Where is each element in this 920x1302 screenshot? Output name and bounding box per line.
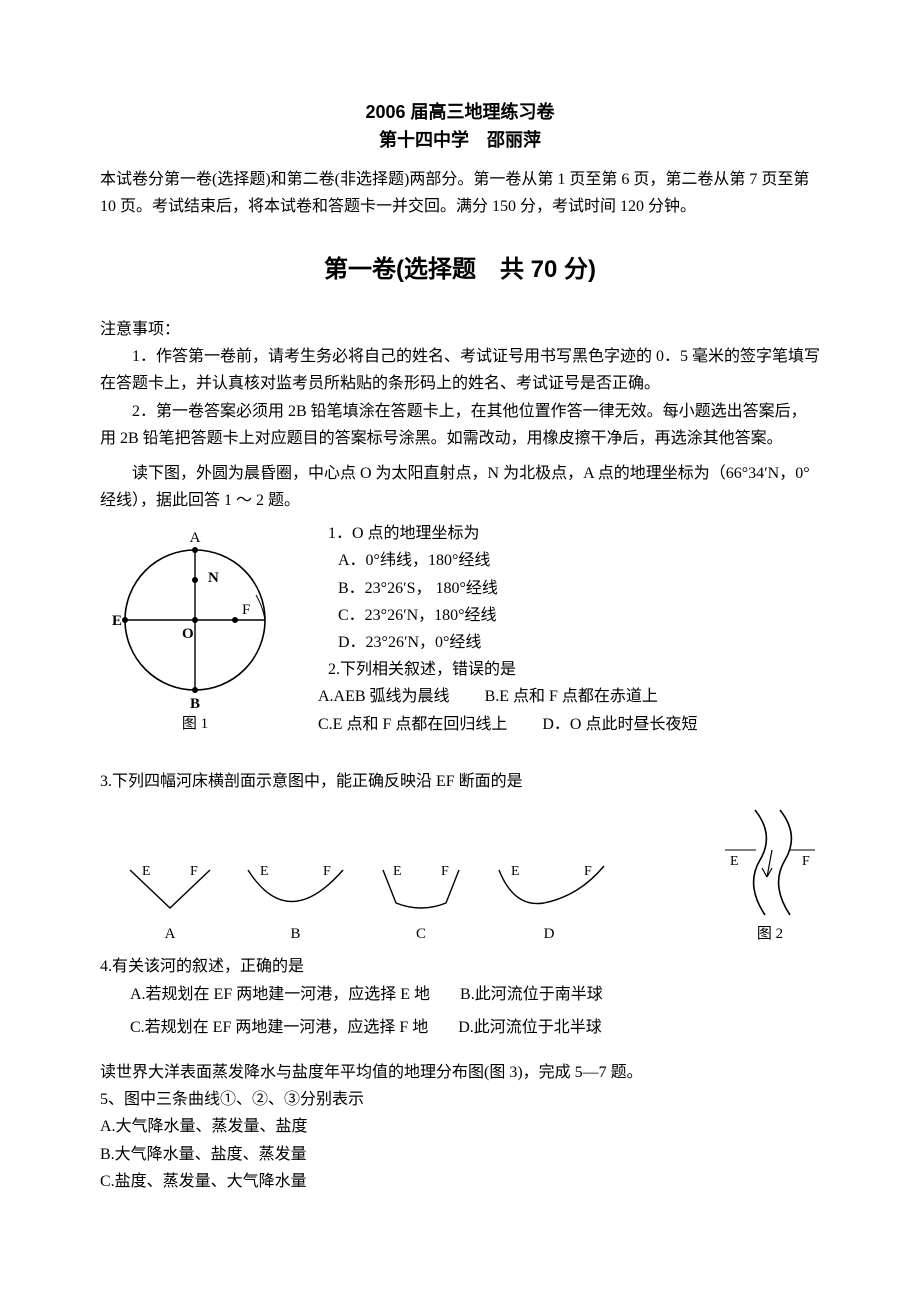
q4-stem: 4.有关该河的叙述，正确的是 <box>100 953 820 980</box>
q3-opt-b: B <box>238 922 353 948</box>
svg-text:F: F <box>242 602 250 618</box>
notes-item-2: 2．第一卷答案必须用 2B 铅笔填涂在答题卡上，在其他位置作答一律无效。每小题选… <box>100 398 820 452</box>
q5-opt-c: C.盐度、蒸发量、大气降水量 <box>100 1168 820 1195</box>
q1-opt-c: C．23°26′N，180°经线 <box>338 602 820 629</box>
figure-1-svg: A N E O F B <box>100 520 290 710</box>
svg-text:A: A <box>190 530 201 546</box>
figure-1-label: 图 1 <box>100 712 290 738</box>
q1-2-intro: 读下图，外圆为晨昏圈，中心点 O 为太阳直射点，N 为北极点，A 点的地理坐标为… <box>100 460 820 514</box>
q2-stem: 2.下列相关叙述，错误的是 <box>328 656 820 683</box>
q3-opt-a: A <box>120 922 220 948</box>
exam-intro: 本试卷分第一卷(选择题)和第二卷(非选择题)两部分。第一卷从第 1 页至第 6 … <box>100 166 820 220</box>
q3-option-a-figure: E F A <box>120 858 220 948</box>
exam-title: 2006 届高三地理练习卷 <box>100 100 820 125</box>
exam-subtitle: 第十四中学 邵丽萍 <box>100 125 820 156</box>
notes-block: 注意事项： 1．作答第一卷前，请考生务必将自己的姓名、考试证号用书写黑色字迹的 … <box>100 316 820 452</box>
q3-option-d-figure: E F D <box>489 858 609 948</box>
figure-2: E F 图 2 <box>720 805 820 948</box>
svg-text:E: E <box>393 864 402 879</box>
svg-text:F: F <box>802 854 810 869</box>
q5-stem: 5、图中三条曲线①、②、③分别表示 <box>100 1086 820 1113</box>
svg-text:F: F <box>323 864 331 879</box>
q2-opt-c: C.E 点和 F 点都在回归线上 <box>318 711 507 738</box>
q1-opt-d: D．23°26′N，0°经线 <box>338 629 820 656</box>
q1-opt-b: B．23°26′S， 180°经线 <box>338 575 820 602</box>
svg-text:E: E <box>511 864 520 879</box>
q2-opt-a: A.AEB 弧线为晨线 <box>318 683 450 710</box>
q1-opt-a: A．0°纬线，180°经线 <box>338 547 820 574</box>
q4-opt-d: D.此河流位于北半球 <box>458 1014 602 1041</box>
svg-text:O: O <box>182 626 194 642</box>
q2-opt-d: D．O 点此时昼长夜短 <box>542 711 697 738</box>
notes-item-1: 1．作答第一卷前，请考生务必将自己的姓名、考试证号用书写黑色字迹的 0．5 毫米… <box>100 343 820 397</box>
q3-opt-d: D <box>489 922 609 948</box>
q5-opt-a: A.大气降水量、蒸发量、盐度 <box>100 1113 820 1140</box>
svg-text:N: N <box>208 570 219 586</box>
q1-stem: 1．O 点的地理坐标为 <box>328 520 820 547</box>
svg-text:E: E <box>142 864 151 879</box>
svg-text:F: F <box>584 864 592 879</box>
svg-text:F: F <box>190 864 198 879</box>
q4-opt-b: B.此河流位于南半球 <box>460 981 603 1008</box>
q3-option-b-figure: E F B <box>238 858 353 948</box>
figure-2-label: 图 2 <box>720 922 820 948</box>
svg-text:E: E <box>112 613 122 629</box>
q5-opt-b: B.大气降水量、盐度、蒸发量 <box>100 1141 820 1168</box>
svg-text:B: B <box>190 696 200 710</box>
svg-text:E: E <box>730 854 739 869</box>
notes-label: 注意事项： <box>100 316 820 343</box>
volume-heading: 第一卷(选择题 共 70 分) <box>100 250 820 291</box>
figure-1: A N E O F B 图 1 <box>100 520 290 738</box>
q3-option-c-figure: E F C <box>371 858 471 948</box>
q3-opt-c: C <box>371 922 471 948</box>
q4-opt-c: C.若规划在 EF 两地建一河港，应选择 F 地 <box>130 1014 428 1041</box>
q2-opt-b: B.E 点和 F 点都在赤道上 <box>485 683 658 710</box>
svg-text:F: F <box>441 864 449 879</box>
q5-7-intro: 读世界大洋表面蒸发降水与盐度年平均值的地理分布图(图 3)，完成 5—7 题。 <box>100 1059 820 1086</box>
q4-opt-a: A.若规划在 EF 两地建一河港，应选择 E 地 <box>130 981 430 1008</box>
q3-stem: 3.下列四幅河床横剖面示意图中，能正确反映沿 EF 断面的是 <box>100 768 820 795</box>
svg-text:E: E <box>260 864 269 879</box>
